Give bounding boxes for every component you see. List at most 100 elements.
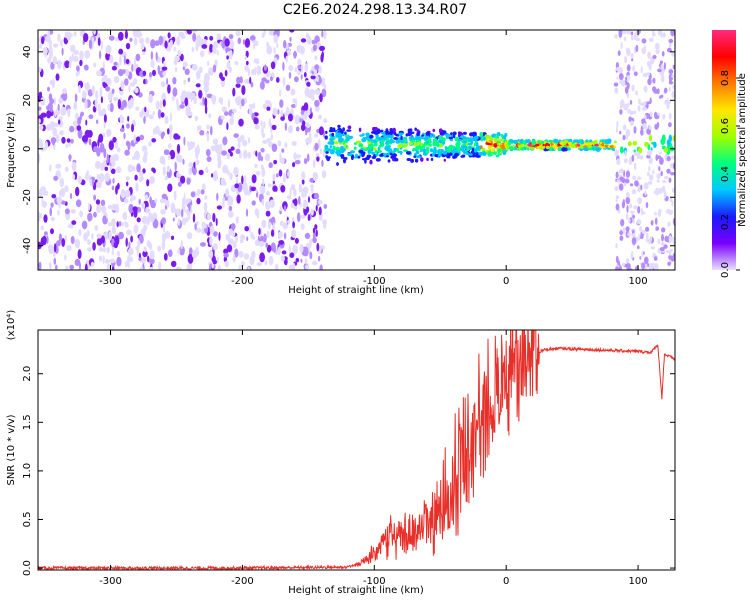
spectrogram-noise-cell xyxy=(183,91,188,97)
spectrogram-noise-cell xyxy=(133,37,138,46)
spectrogram-tail-cell xyxy=(671,200,674,207)
spectrogram-noise-cell xyxy=(108,222,112,227)
spectrogram-noise-cell xyxy=(317,255,321,262)
spectrogram-noise-cell xyxy=(237,142,241,149)
spectrogram-noise-cell xyxy=(109,258,116,264)
spectrogram-signal-cell xyxy=(403,149,409,153)
spectrogram-signal-cell xyxy=(411,148,415,152)
spectrogram-noise-cell xyxy=(245,208,249,217)
spectrogram-noise-cell xyxy=(261,132,266,139)
spectrogram-noise-cell xyxy=(302,187,307,197)
spectrogram-noise-cell xyxy=(159,99,163,109)
spectrogram-tail-cell xyxy=(631,35,634,41)
spectrogram-noise-cell xyxy=(315,205,318,212)
spectrogram-signal-cell xyxy=(444,133,450,136)
spectrogram-ylabel: Frequency (Hz) xyxy=(6,112,17,188)
spectrogram-noise-cell xyxy=(149,250,155,260)
spectrogram-noise-cell xyxy=(61,47,64,56)
spectrogram-noise-cell xyxy=(121,221,124,227)
snr-ytick-label: 0.0 xyxy=(22,560,33,576)
spectrogram-tail-cell xyxy=(668,235,673,243)
spectrogram-noise-cell xyxy=(277,109,280,115)
spectrogram-noise-cell xyxy=(204,72,210,83)
spectrogram-tail-cell xyxy=(664,190,667,199)
spectrogram-tail-cell xyxy=(613,82,619,87)
spectrogram-noise-cell xyxy=(175,208,182,217)
spectrogram-tail-cell xyxy=(620,99,625,107)
spectrogram-tail-cell xyxy=(617,209,621,214)
spectrogram-noise-cell xyxy=(297,58,302,66)
spectrogram-signal-cell xyxy=(370,147,374,152)
spectrogram-noise-cell xyxy=(103,247,106,253)
spectrogram-noise-cell xyxy=(142,250,148,258)
spectrogram-tail-cell xyxy=(619,109,623,115)
spectrogram-signal-cell xyxy=(480,136,484,142)
spectrogram-noise-cell xyxy=(220,97,224,106)
spectrogram-tail-cell xyxy=(615,266,619,270)
spectrogram-noise-cell xyxy=(263,121,266,129)
spectrogram-signal-cell xyxy=(402,143,408,148)
spectrogram-noise-cell xyxy=(144,194,149,200)
spectrogram-noise-cell xyxy=(124,149,130,156)
spectrogram-noise-cell xyxy=(238,251,244,258)
spectrogram-noise-cell xyxy=(64,166,69,172)
spectrogram-tail-cell xyxy=(646,150,652,156)
spectrogram-noise-cell xyxy=(60,187,66,198)
spectrogram-tail-cell xyxy=(650,111,653,118)
spectrogram-noise-cell xyxy=(53,175,58,181)
spectrogram-tail-cell xyxy=(663,176,669,180)
spectrogram-signal-cell xyxy=(385,138,390,142)
spectrogram-tail-cell xyxy=(653,263,659,270)
spectrogram-noise-cell xyxy=(163,60,166,67)
spectrogram-signal-cell xyxy=(438,154,442,157)
spectrogram-tail-cell xyxy=(631,237,637,245)
spectrogram-noise-cell xyxy=(170,202,176,213)
spectrogram-noise-cell xyxy=(93,211,97,218)
spectrogram-noise-cell xyxy=(224,69,228,77)
spectrogram-noise-cell xyxy=(206,124,210,130)
spectrogram-noise-cell xyxy=(228,66,232,73)
spectrogram-tail-cell xyxy=(624,178,630,184)
spectrogram-tail-cell xyxy=(631,189,637,195)
spectrogram-noise-cell xyxy=(102,255,105,265)
spectrogram-noise-cell xyxy=(184,97,189,107)
spectrogram-tail-cell xyxy=(666,168,671,174)
spectrogram-noise-cell xyxy=(208,249,214,259)
spectrogram-noise-cell xyxy=(241,98,245,107)
spectrogram-noise-cell xyxy=(104,77,109,83)
spectrogram-signal-cell xyxy=(438,143,443,148)
spectrogram-signal-cell xyxy=(474,142,477,147)
spectrogram-noise-cell xyxy=(316,242,320,252)
spectrogram-signal-cell xyxy=(514,139,518,145)
spectrogram-noise-cell xyxy=(218,143,223,152)
spectrogram-tail-cell xyxy=(666,250,670,254)
spectrogram-tail-cell xyxy=(661,227,666,233)
spectrogram-noise-cell xyxy=(216,49,219,56)
spectrogram-ytick-label: 0 xyxy=(22,146,33,152)
spectrogram-noise-cell xyxy=(71,220,77,226)
spectrogram-signal-cell xyxy=(374,150,378,154)
spectrogram-noise-cell xyxy=(83,64,89,71)
spectrogram-signal-cell xyxy=(414,158,419,163)
spectrogram-noise-cell xyxy=(118,31,124,41)
spectrogram-noise-cell xyxy=(96,173,100,181)
spectrogram-noise-cell xyxy=(318,206,322,216)
spectrogram-signal-cell xyxy=(400,139,405,144)
spectrogram-noise-cell xyxy=(312,171,319,182)
spectrogram-noise-cell xyxy=(44,141,49,150)
spectrogram-noise-cell xyxy=(128,103,131,108)
spectrogram-noise-cell xyxy=(318,65,322,74)
spectrogram-signal-cell xyxy=(375,158,381,162)
spectrogram-signal-cell xyxy=(432,148,438,154)
spectrogram-tail-cell xyxy=(644,86,648,93)
spectrogram-noise-cell xyxy=(47,102,53,111)
spectrogram-noise-cell xyxy=(173,190,177,201)
spectrogram-tail-cell xyxy=(661,145,666,150)
spectrogram-noise-cell xyxy=(116,221,119,228)
spectrogram-noise-cell xyxy=(304,258,308,265)
spectrogram-signal-cell xyxy=(460,135,464,138)
spectrogram-noise-cell xyxy=(107,204,113,210)
spectrogram-signal-cell xyxy=(327,141,333,145)
spectrogram-noise-cell xyxy=(133,78,138,85)
spectrogram-noise-cell xyxy=(221,150,227,156)
